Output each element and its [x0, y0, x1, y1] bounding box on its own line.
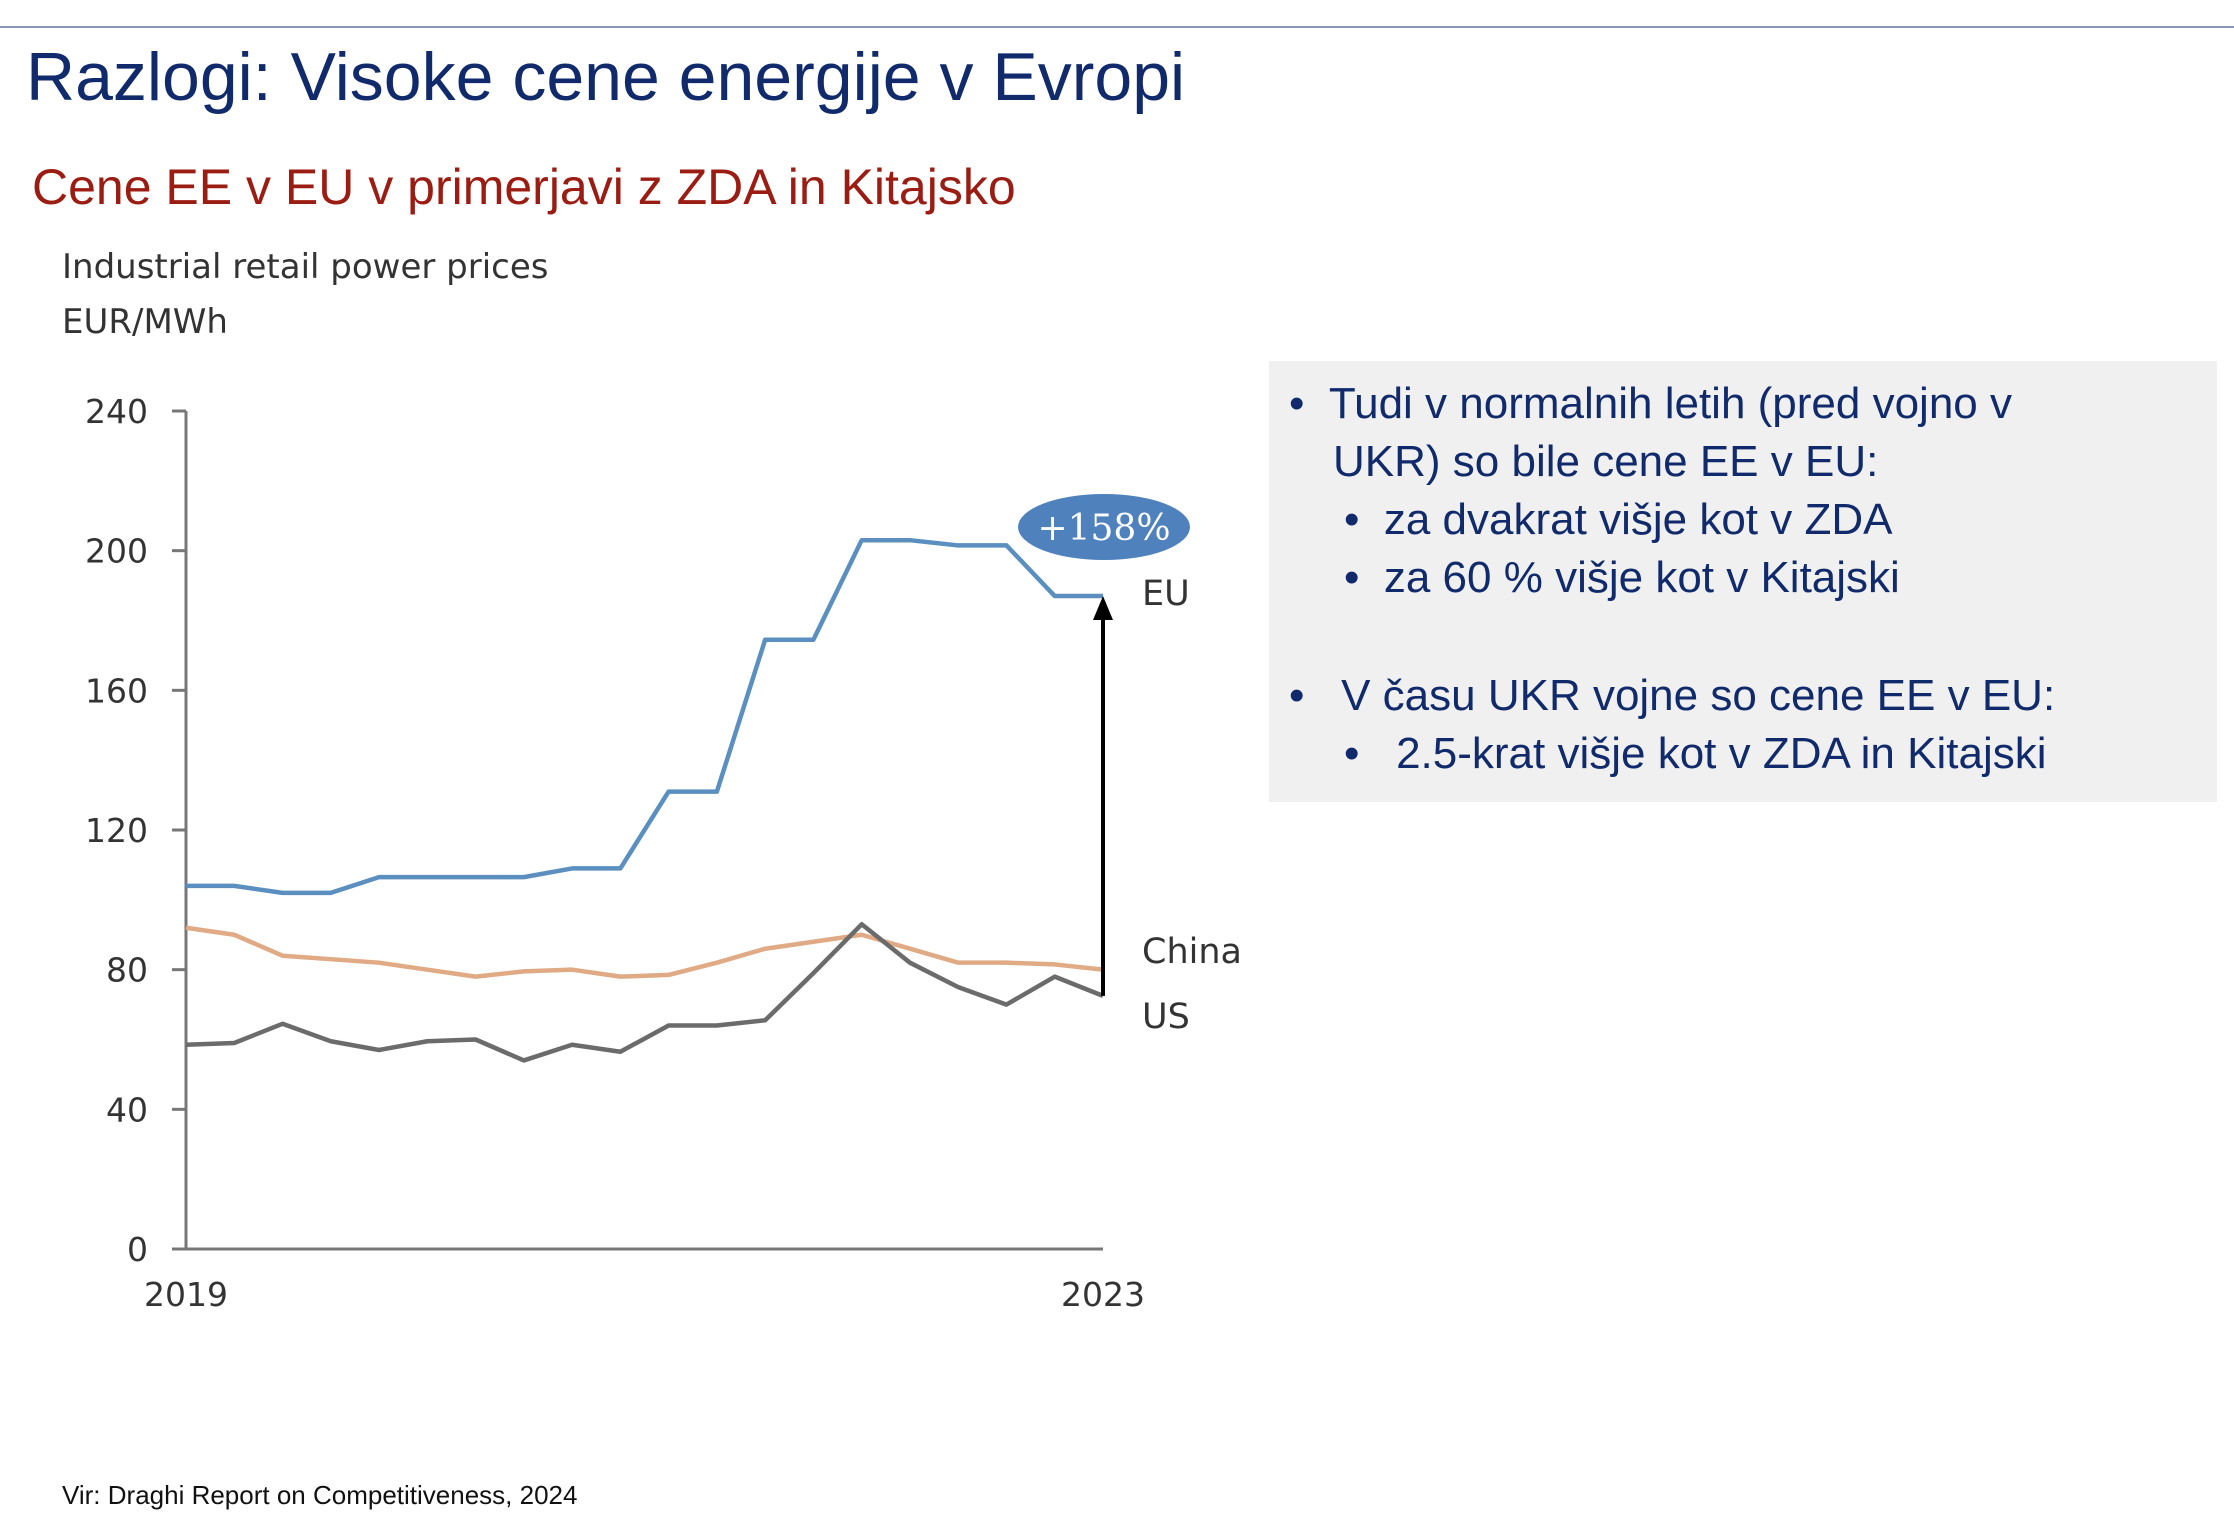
annotation-label: +158% [1037, 508, 1170, 549]
series-label-us: US [1142, 997, 1190, 1037]
top-divider [0, 26, 2234, 28]
y-tick-label: 200 [85, 532, 148, 571]
annotation-badge [1018, 494, 1190, 560]
chart-unit: EUR/MWh [62, 302, 228, 342]
x-tick-label: 2023 [1061, 1275, 1145, 1314]
series-line-eu [186, 537, 1103, 896]
y-tick-label: 120 [85, 811, 148, 850]
y-tick-label: 0 [127, 1230, 148, 1269]
y-tick-label: 160 [85, 671, 148, 710]
source-note: Vir: Draghi Report on Competitiveness, 2… [62, 1480, 578, 1510]
info-box: • Tudi v normalnih letih (pred vojno v U… [1269, 361, 2217, 802]
bullet-1: • Tudi v normalnih letih (pred vojno v [1289, 379, 2012, 428]
page-title: Razlogi: Visoke cene energije v Evropi [26, 39, 1186, 115]
y-tick-label: 40 [106, 1090, 148, 1129]
y-tick-label: 80 [106, 951, 148, 990]
series-label-china: China [1142, 932, 1242, 972]
series-line-china [185, 925, 1104, 979]
series-line-us [185, 922, 1104, 1063]
bullet-1-cont: UKR) so bile cene EE v EU: [1333, 437, 1879, 486]
sub-bullet-1: • za dvakrat višje kot v ZDA [1344, 495, 1893, 544]
bullet-2: • V času UKR vojne so cene EE v EU: [1289, 671, 2056, 720]
arrow-head-icon [1093, 596, 1113, 621]
x-tick-label: 2019 [144, 1275, 228, 1314]
y-tick-label: 240 [85, 392, 148, 431]
sub-bullet-3: • 2.5-krat višje kot v ZDA in Kitajski [1344, 729, 2047, 778]
chart-title: Industrial retail power prices [62, 247, 549, 287]
series-label-eu: EU [1142, 574, 1190, 614]
sub-bullet-2: • za 60 % višje kot v Kitajski [1344, 553, 1900, 602]
page-subtitle: Cene EE v EU v primerjavi z ZDA in Kitaj… [32, 159, 1016, 215]
